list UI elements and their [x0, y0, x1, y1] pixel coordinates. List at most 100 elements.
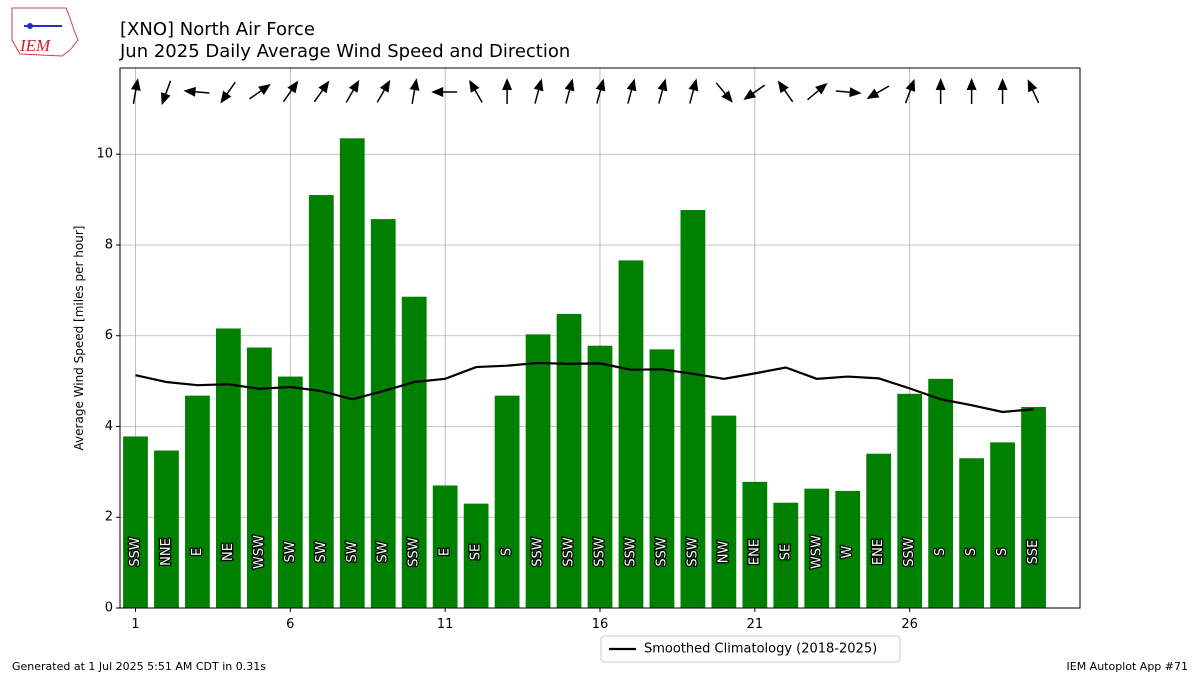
arrow-shaft [164, 80, 172, 97]
arrow-shaft [193, 90, 210, 94]
direction-label: SSW [531, 537, 546, 567]
bar [587, 345, 613, 608]
y-tick-label: 8 [105, 237, 113, 252]
bar [711, 415, 737, 608]
arrow-head [469, 79, 480, 93]
arrow-head [815, 83, 828, 95]
arrow-head [431, 87, 444, 97]
direction-label: SSE [1026, 540, 1041, 565]
arrow-head [258, 83, 271, 95]
wind-arrow [866, 85, 890, 99]
arrow-head [379, 79, 391, 93]
arrow-head [409, 78, 420, 91]
arrow-shaft [1031, 88, 1040, 104]
y-tick-label: 6 [105, 328, 113, 343]
direction-label: W [840, 545, 855, 558]
y-tick-label: 4 [105, 419, 113, 434]
direction-label: SSW [128, 537, 143, 567]
wind-arrow [777, 80, 794, 103]
arrow-shaft [835, 90, 852, 94]
chart-subtitle: Jun 2025 Daily Average Wind Speed and Di… [119, 41, 570, 62]
arrow-head [533, 78, 544, 92]
x-tick-label: 26 [901, 617, 918, 632]
wind-arrow [282, 80, 299, 103]
arrow-head [564, 78, 575, 92]
arrow-shaft [658, 87, 664, 104]
arrow-shaft [225, 81, 236, 96]
bar [339, 138, 365, 609]
arrow-shaft [565, 87, 571, 104]
bar [835, 490, 861, 608]
arrow-shaft [807, 88, 821, 101]
direction-label: E [438, 548, 453, 556]
bar [649, 349, 675, 608]
arrow-shaft [473, 88, 483, 103]
arrow-head [743, 89, 757, 101]
arrow-shaft [313, 88, 325, 103]
arrow-head [1027, 79, 1038, 93]
arrow-head [130, 78, 141, 91]
wind-arrow [564, 78, 575, 104]
direction-label: SSW [623, 537, 638, 567]
arrow-head [997, 78, 1008, 90]
direction-label: ENE [747, 539, 762, 565]
bar [185, 395, 210, 608]
wind-arrow [935, 78, 946, 104]
bar [680, 210, 706, 608]
y-tick-label: 0 [105, 601, 113, 616]
wind-arrow [743, 84, 766, 101]
direction-label: WSW [252, 535, 267, 569]
direction-label: S [933, 548, 948, 556]
wind-arrow [409, 78, 420, 104]
logo-dot [27, 23, 33, 29]
arrow-shaft [627, 87, 633, 104]
wind-arrow [657, 78, 668, 104]
arrow-shaft [715, 82, 728, 96]
logo-outline [11, 7, 79, 57]
bar [742, 481, 768, 608]
wind-arrow [715, 82, 733, 103]
climatology-line [135, 361, 1034, 414]
bar [432, 485, 458, 608]
wind-arrow [130, 78, 141, 104]
arrow-head [595, 78, 606, 92]
legend-label: Smoothed Climatology (2018-2025) [644, 642, 877, 657]
bar [401, 296, 427, 608]
direction-label: SSW [562, 537, 577, 567]
arrow-shaft [596, 87, 602, 104]
arrow-shaft [282, 88, 294, 103]
direction-label: SW [376, 541, 391, 562]
arrow-head [287, 80, 299, 94]
bar [123, 436, 148, 608]
direction-label: SW [345, 541, 360, 562]
x-tick-label: 6 [286, 617, 294, 632]
arrow-head [866, 88, 880, 99]
footer-left: Generated at 1 Jul 2025 5:51 AM CDT in 0… [12, 660, 266, 673]
arrow-shaft [534, 87, 540, 104]
bar [804, 488, 830, 608]
wind-arrow [688, 78, 699, 104]
direction-label: SE [469, 544, 484, 560]
wind-arrow [431, 87, 458, 97]
arrow-head [777, 80, 789, 94]
arrow-head [626, 78, 637, 92]
arrow-shaft [751, 84, 766, 95]
footer-right: IEM Autoplot App #71 [1067, 660, 1189, 673]
wind-arrow [626, 78, 637, 104]
wind-arrow [595, 78, 606, 104]
bar [866, 453, 892, 608]
direction-label: ENE [871, 539, 886, 565]
x-tick-label: 16 [592, 617, 609, 632]
wind-arrow [1027, 79, 1040, 104]
direction-label: SW [283, 541, 298, 562]
arrow-shaft [782, 88, 794, 103]
legend: Smoothed Climatology (2018-2025) [600, 635, 901, 663]
bar [928, 378, 954, 608]
y-tick-label: 2 [105, 510, 113, 525]
wind-arrow [502, 78, 513, 104]
direction-label: SW [314, 541, 329, 562]
wind-arrow [345, 79, 360, 103]
arrow-head [318, 80, 330, 94]
